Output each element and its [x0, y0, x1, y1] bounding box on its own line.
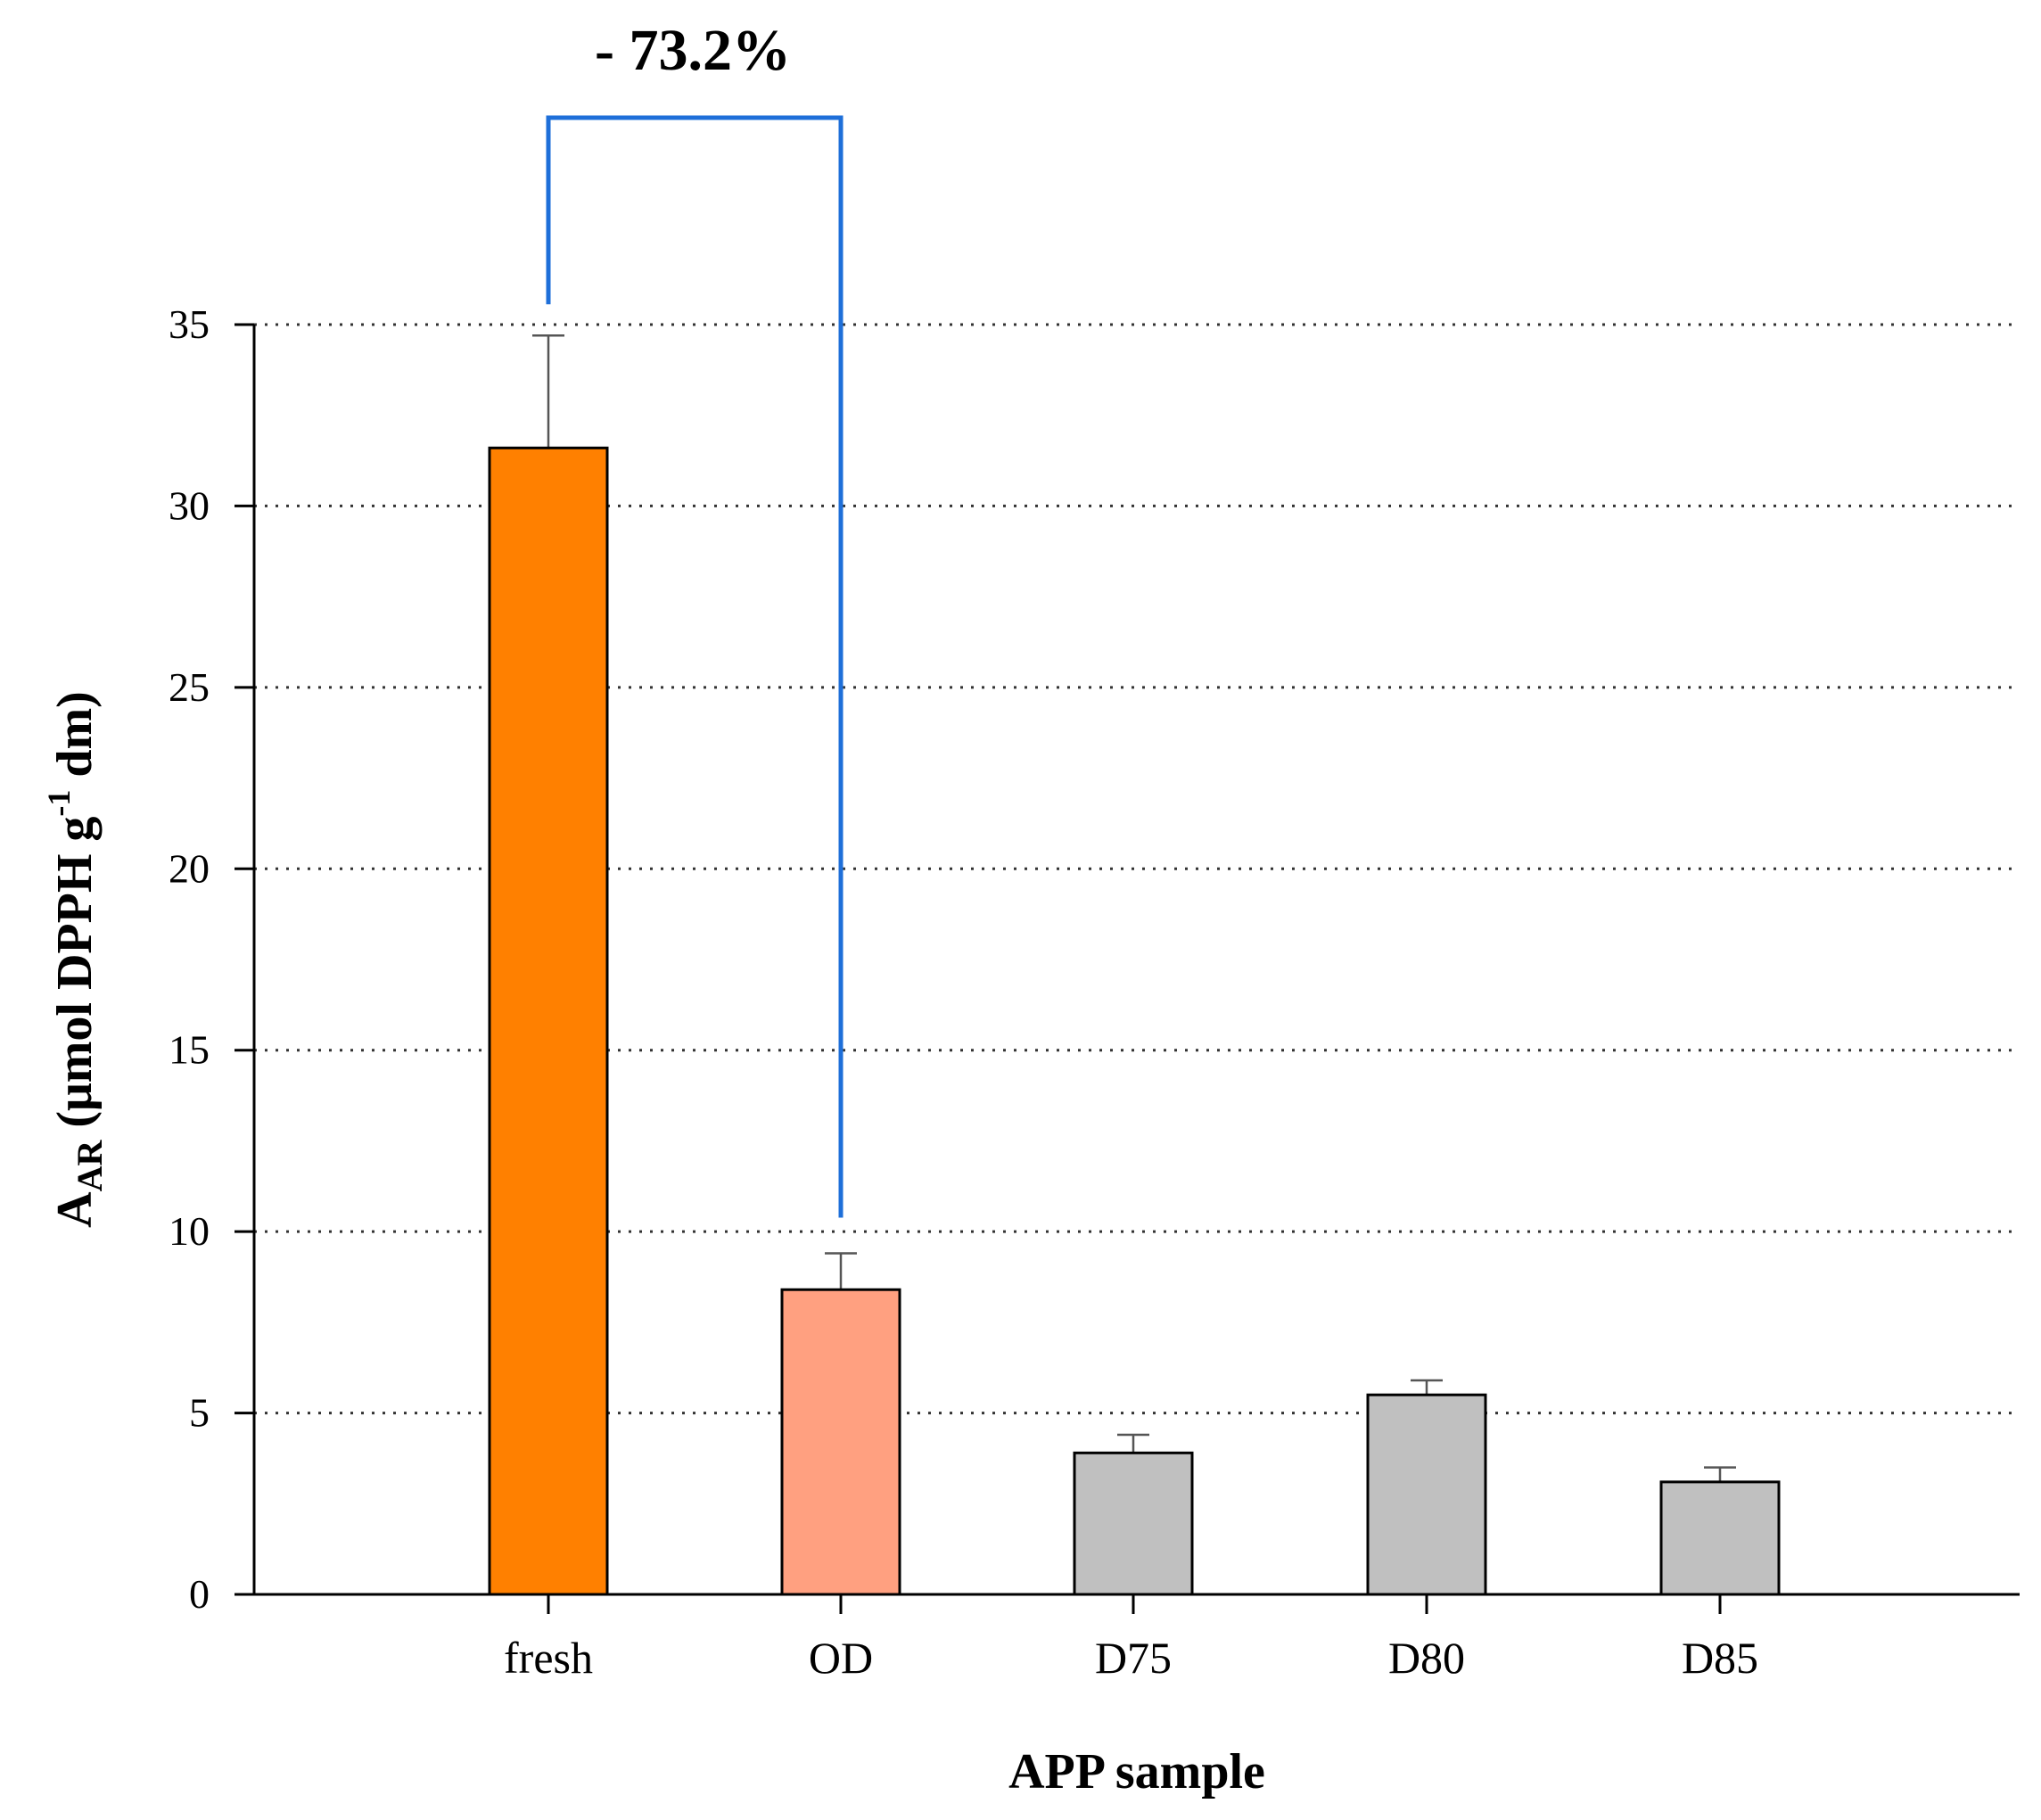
y-tick-label: 20: [169, 845, 210, 891]
x-ticks: fresh OD D75 D80 D85: [504, 1594, 1758, 1683]
bar-od: [780, 1288, 901, 1596]
y-tick-label: 5: [189, 1390, 210, 1436]
x-tick-label: fresh: [504, 1633, 593, 1683]
y-tick-label: 0: [189, 1571, 210, 1617]
x-axis-title: APP sample: [1008, 1744, 1265, 1799]
annotation: - 73.2%: [546, 18, 844, 1218]
y-tick-label: 25: [169, 664, 210, 710]
bars: [488, 334, 1781, 1596]
y-tick-label: 15: [169, 1027, 210, 1073]
y-axis-title-superscript: -1: [41, 790, 77, 817]
y-axis-title-unit-end: dm): [47, 691, 103, 789]
y-axis-title-subscript: AR: [70, 1140, 110, 1192]
x-tick-label: D80: [1388, 1633, 1465, 1683]
bar-fresh: [488, 446, 609, 1596]
y-ticks: 0 5 10 15 20 25 30 35: [169, 301, 254, 1617]
bar-d85: [1659, 1480, 1781, 1596]
y-axis-title-unit: (μmol DPPH g: [47, 817, 103, 1141]
difference-label: - 73.2%: [595, 18, 791, 83]
x-tick-label: D85: [1682, 1633, 1758, 1683]
difference-bracket: [546, 115, 844, 1218]
y-axis-title: AAR (μmol DPPH g-1 dm): [41, 691, 110, 1228]
bar-d80: [1366, 1393, 1487, 1596]
x-tick-label: D75: [1095, 1633, 1172, 1683]
y-tick-label: 10: [169, 1208, 210, 1254]
y-tick-label: 30: [169, 482, 210, 528]
y-axis-title-main: A: [47, 1191, 103, 1228]
x-tick-label: OD: [809, 1633, 873, 1683]
y-tick-label: 35: [169, 301, 210, 347]
bar-d75: [1073, 1451, 1194, 1596]
